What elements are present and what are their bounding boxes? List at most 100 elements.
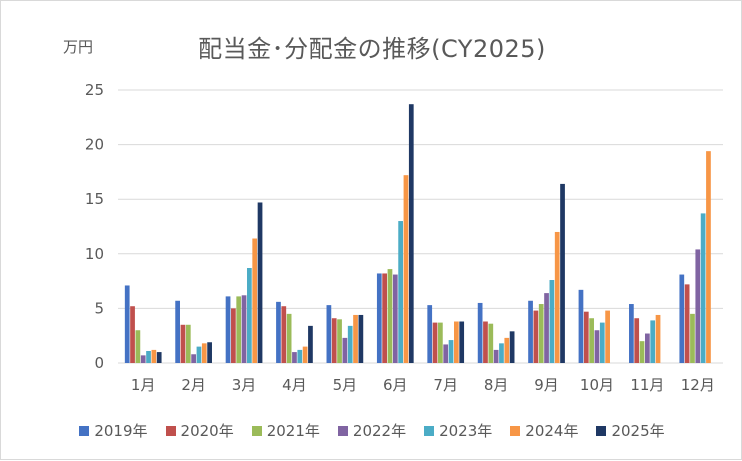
bar-2024年-1月: [151, 349, 157, 363]
legend-item: 2019年: [79, 420, 148, 441]
legend-item: 2023年: [424, 420, 492, 441]
legend-item: 2020年: [165, 420, 234, 441]
bar-2021年-3月: [236, 296, 242, 363]
bar-2019年-11月: [629, 304, 634, 363]
bar-2019年-12月: [679, 274, 685, 363]
bar-2019年-2月: [175, 300, 180, 363]
x-tick-label: 12月: [681, 376, 715, 394]
x-tick-labels: 1月 2月 3月 4月 5月 6月 7月 8月 9月 10月 11月 12月: [131, 376, 715, 394]
legend-swatch: [337, 425, 348, 436]
bar-2021年-11月: [639, 341, 645, 363]
bar-2025年-6月: [408, 104, 414, 363]
x-tick-label: 6月: [383, 376, 408, 394]
bar-2022年-2月: [191, 354, 196, 363]
bar-2022年-4月: [292, 352, 297, 363]
bar-2020年-3月: [231, 308, 236, 363]
bar-2021年-8月: [488, 323, 494, 363]
bar-2019年-9月: [528, 300, 533, 363]
bar-2023年-11月: [650, 320, 656, 363]
bar-2022年-5月: [342, 337, 348, 363]
bar-2025年-1月: [156, 352, 162, 363]
x-tick-label: 10月: [580, 376, 614, 394]
bar-2019年-3月: [225, 296, 231, 363]
bar-2020年-2月: [180, 324, 186, 363]
bar-2021年-2月: [185, 324, 191, 363]
bar-2019年-10月: [578, 289, 584, 363]
legend-item: 2025年: [596, 420, 665, 441]
legend-item: 2021年: [251, 420, 320, 441]
bar-2020年-4月: [281, 306, 287, 363]
legend-swatch: [79, 425, 90, 436]
legend-swatch: [596, 425, 607, 436]
legend-label: 2024年: [525, 422, 579, 440]
legend: 2019年 2020年 2021年 2022年 2023年 2024年 2025年: [1, 420, 742, 441]
bar-2025年-2月: [207, 342, 212, 363]
bar-2022年-12月: [695, 249, 701, 363]
bar-2020年-10月: [583, 311, 589, 363]
legend-label: 2022年: [352, 422, 407, 440]
bar-2020年-12月: [684, 284, 690, 363]
bar-2020年-1月: [130, 306, 135, 363]
bar-2023年-6月: [398, 221, 403, 363]
x-tick-label: 11月: [630, 376, 664, 394]
bar-2022年-3月: [241, 295, 247, 363]
bar-2021年-12月: [690, 313, 695, 363]
bar-2024年-12月: [706, 151, 711, 363]
bar-2021年-9月: [538, 304, 544, 363]
bar-2019年-8月: [477, 302, 483, 363]
bar-2024年-9月: [554, 231, 560, 363]
bar-2019年-4月: [276, 301, 281, 363]
bar-2020年-8月: [483, 321, 488, 363]
bar-2021年-5月: [337, 319, 342, 363]
bar-2022年-6月: [392, 274, 398, 363]
bar-2020年-6月: [382, 273, 387, 363]
legend-label: 2023年: [439, 422, 493, 440]
legend-label: 2020年: [180, 422, 234, 440]
bar-2021年-10月: [589, 318, 594, 363]
bar-2020年-7月: [432, 322, 438, 363]
bar-2025年-9月: [560, 183, 565, 363]
bar-2022年-1月: [140, 355, 146, 363]
bar-2020年-11月: [634, 318, 640, 363]
x-tick-label: 1月: [131, 376, 156, 394]
bar-2025年-4月: [308, 325, 313, 363]
bar-2020年-9月: [533, 310, 539, 363]
bar-2025年-3月: [257, 202, 263, 363]
bar-2023年-5月: [347, 325, 353, 363]
bar-2021年-6月: [387, 269, 393, 363]
bar-2024年-7月: [454, 321, 459, 363]
legend-swatch: [510, 425, 521, 436]
bar-2019年-7月: [427, 305, 433, 363]
bar-2019年-5月: [326, 305, 332, 363]
y-tick-label: 10: [85, 245, 104, 263]
bar-2021年-7月: [438, 322, 443, 363]
bar-2024年-5月: [353, 314, 358, 363]
bar-2019年-1月: [124, 285, 130, 363]
y-tick-label: 20: [85, 136, 104, 154]
bar-2024年-6月: [403, 175, 409, 363]
bars: [124, 104, 711, 363]
x-tick-label: 4月: [282, 376, 307, 394]
bar-2020年-5月: [331, 318, 337, 363]
bar-2023年-10月: [599, 322, 605, 363]
legend-label: 2021年: [266, 422, 320, 440]
x-tick-label: 9月: [534, 376, 559, 394]
bar-2023年-3月: [247, 268, 252, 363]
bar-2023年-7月: [448, 340, 454, 363]
gridlines: [118, 89, 723, 364]
bar-2024年-8月: [504, 337, 510, 363]
bar-2023年-9月: [549, 280, 555, 363]
bar-2022年-11月: [645, 333, 650, 363]
bar-2024年-11月: [655, 314, 661, 363]
bar-2021年-4月: [286, 313, 292, 363]
legend-label: 2025年: [611, 422, 665, 440]
bar-2023年-4月: [297, 349, 303, 363]
legend-swatch: [165, 425, 176, 436]
bar-2025年-7月: [459, 321, 465, 363]
bar-2022年-9月: [544, 293, 549, 363]
bar-2024年-3月: [252, 238, 258, 363]
bar-2022年-7月: [443, 344, 449, 363]
bar-2025年-5月: [358, 314, 364, 363]
y-tick-label: 0: [94, 354, 104, 372]
